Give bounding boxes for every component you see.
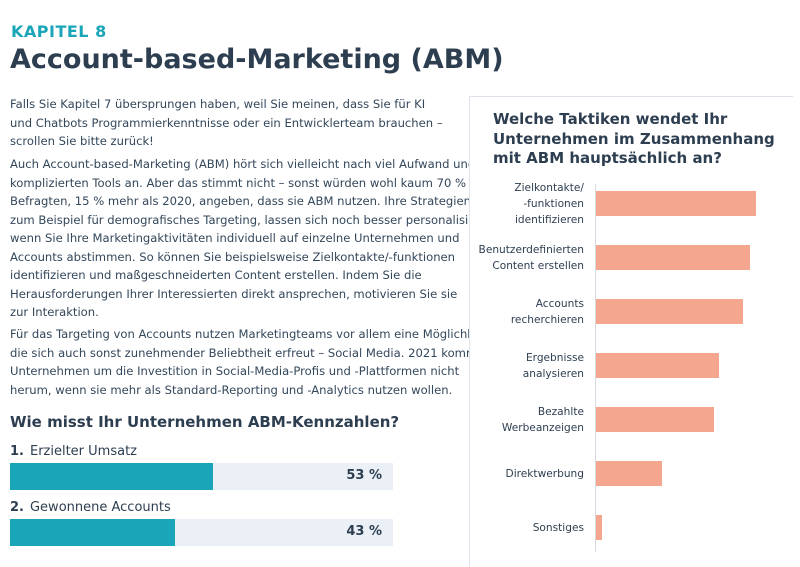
chart-bar [596,353,720,378]
chart-category-label-line: Benutzerdefinierten [478,243,584,256]
metric-bar-track: 53 % [10,463,393,490]
metric-rank: 1. [10,444,24,459]
chart-category-label-line: Werbeanzeigen [501,421,584,434]
chart-category-label: Direktwerbung [474,466,584,482]
text-line: komplizierten Tools an. Aber das stimmt … [10,175,490,190]
text-line: scrollen Sie bitte zurück! [10,134,154,148]
text-line: wenn Sie Ihre Marketingaktivitäten indiv… [10,231,460,245]
chart-title-line: Welche Taktiken wendet Ihr [493,110,728,128]
chart-category-label: Benutzerdefinierten Content erstellen [474,242,584,274]
metric-percent: 43 % [346,524,382,539]
chart-category-label-line: recherchieren [510,313,584,326]
chart-category-label: Ergebnisse analysieren [474,350,584,382]
metric-bar-fill [10,463,213,490]
chart-category-label: Zielkontakte/ -funktionen identifizieren [474,180,584,228]
page-title: Account-based-Marketing (ABM) [10,44,504,75]
text-line: und Chatbots Programmierkenntnisse oder … [10,115,443,130]
chart-bar [596,461,662,486]
text-line: die sich auch sonst zunehmender Beliebth… [10,345,492,360]
text-line: Für das Targeting von Accounts nutzen Ma… [10,327,493,341]
survey-title: Wie misst Ihr Unternehmen ABM-Kennzahlen… [10,413,400,431]
text-line: Befragten, 15 % mehr als 2020, angeben, … [10,194,475,208]
metric-label: 1. Erzielter Umsatz [10,444,393,461]
abm-paragraph: Auch Account-based-Marketing (ABM) hört … [10,155,499,322]
chart-bar [596,515,603,540]
metric-bar-track: 43 % [10,519,393,546]
chart-category-label-line: Sonstiges [532,521,584,534]
chart-category-label-line: Zielkontakte/ [514,181,584,194]
chart-category-label-line: Accounts [535,297,584,310]
text-line: Herausforderungen Ihrer Interessierten d… [10,286,458,301]
chart-category-label-line: Direktwerbung [505,467,584,480]
chart-category-label-line: Ergebnisse [525,351,584,364]
chart-title-line: mit ABM hauptsächlich an? [493,149,722,167]
metric-name: Erzielter Umsatz [29,444,137,459]
text-line: Falls Sie Kapitel 7 übersprungen haben, … [10,97,426,111]
text-line: identifizieren und maßgeschneiderten Con… [10,268,422,282]
chart-category-label-line: analysieren [522,367,584,380]
chart-bar [596,407,715,432]
metric-bar-fill [10,519,175,546]
chart-category-label: Sonstiges [474,520,584,536]
metric-item: 1. Erzielter Umsatz 53 % [10,444,393,490]
chart-title-line: Unternehmen im Zusammenhang [493,129,775,148]
text-line: Accounts abstimmen. So können Sie beispi… [10,249,456,264]
chart-bar [596,191,756,216]
metric-label: 2. Gewonnene Accounts [10,500,393,517]
chapter-label: KAPITEL 8 [11,22,107,41]
chart-category-label-line: -funktionen [523,197,584,210]
chart-bar [596,299,744,324]
chart-bar [596,245,750,270]
text-line: zur Interaktion. [10,305,99,319]
metric-item: 2. Gewonnene Accounts 43 % [10,500,393,546]
intro-paragraph: Falls Sie Kapitel 7 übersprungen haben, … [10,95,462,151]
chart-axis-line [595,184,596,552]
chart-category-label: Bezahlte Werbeanzeigen [474,404,584,436]
chart-title: Welche Taktiken wendet Ihr Unternehmen i… [493,110,775,169]
text-line: herum, wenn sie mehr als Standard-Report… [10,382,453,397]
chart-category-label: Accounts recherchieren [474,296,584,328]
chart-panel [469,96,793,567]
text-line: Unternehmen um die Investition in Social… [10,364,460,378]
metric-name: Gewonnene Accounts [29,500,171,515]
metric-rank: 2. [10,500,24,515]
text-line: zum Beispiel für demografisches Targetin… [10,212,499,227]
metric-percent: 53 % [346,468,382,483]
chart-category-label-line: identifizieren [514,213,584,226]
social-media-paragraph: Für das Targeting von Accounts nutzen Ma… [10,325,493,399]
chart-category-label-line: Bezahlte [537,405,584,418]
text-line: Auch Account-based-Marketing (ABM) hört … [10,157,476,171]
chart-category-label-line: Content erstellen [492,259,584,272]
